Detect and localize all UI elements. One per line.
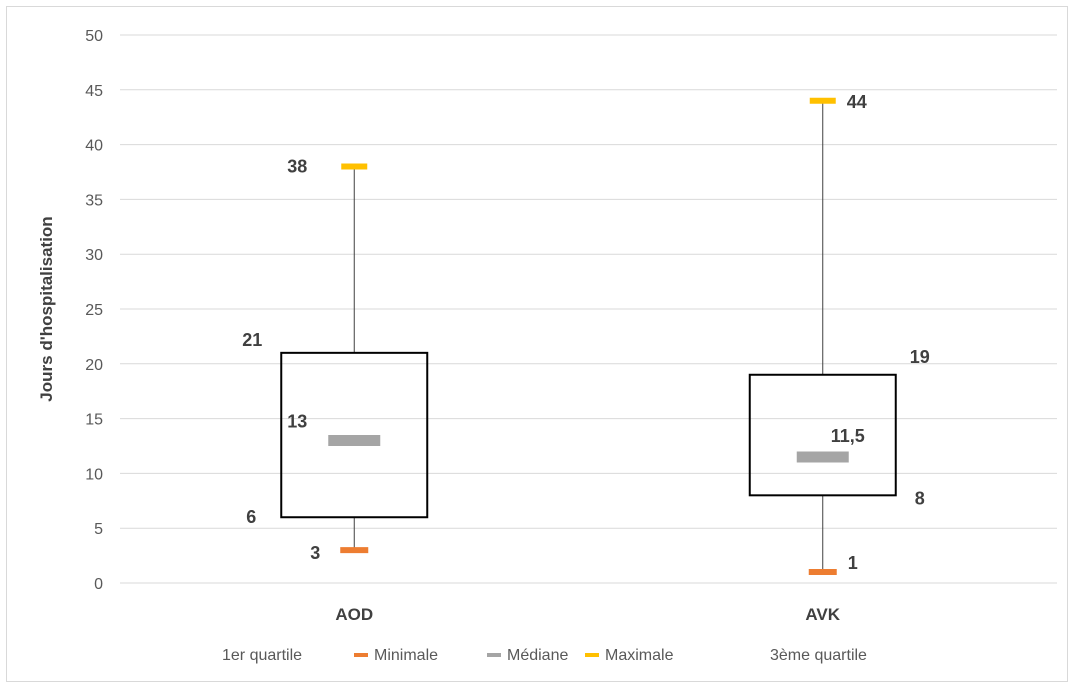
iqr-box xyxy=(748,373,897,497)
legend-label: 1er quartile xyxy=(222,647,302,664)
legend-label: Maximale xyxy=(605,647,674,664)
y-tick-label: 10 xyxy=(85,466,103,483)
y-tick-label: 35 xyxy=(85,192,103,209)
legend-label: Médiane xyxy=(507,647,568,664)
chart-frame xyxy=(6,6,1068,682)
y-tick-label: 50 xyxy=(85,28,103,45)
legend-label: 3ème quartile xyxy=(770,647,867,664)
y-tick-label: 5 xyxy=(94,521,103,538)
x-category-label: AOD xyxy=(335,605,373,624)
y-tick-label: 15 xyxy=(85,412,103,429)
minimum-data-label: 3 xyxy=(310,543,320,563)
q1-data-label: 8 xyxy=(915,488,925,508)
minimum-data-label: 1 xyxy=(848,553,858,573)
y-tick-label: 20 xyxy=(85,357,103,374)
y-tick-label: 30 xyxy=(85,247,103,264)
median-data-label: 13 xyxy=(287,412,307,432)
q1-data-label: 6 xyxy=(246,507,256,527)
x-category-label: AVK xyxy=(805,605,840,624)
y-tick-label: 45 xyxy=(85,83,103,100)
y-tick-label: 40 xyxy=(85,138,103,155)
legend-label: Minimale xyxy=(374,647,438,664)
iqr-box xyxy=(280,351,429,519)
y-axis-title: Jours d'hospitalisation xyxy=(37,216,56,401)
q3-data-label: 19 xyxy=(910,347,930,367)
y-tick-label: 0 xyxy=(94,576,103,593)
maximum-data-label: 38 xyxy=(287,157,307,177)
q3-data-label: 21 xyxy=(242,330,262,350)
median-data-label: 11,5 xyxy=(831,426,865,446)
maximum-data-label: 44 xyxy=(847,92,867,112)
y-tick-label: 25 xyxy=(85,302,103,319)
